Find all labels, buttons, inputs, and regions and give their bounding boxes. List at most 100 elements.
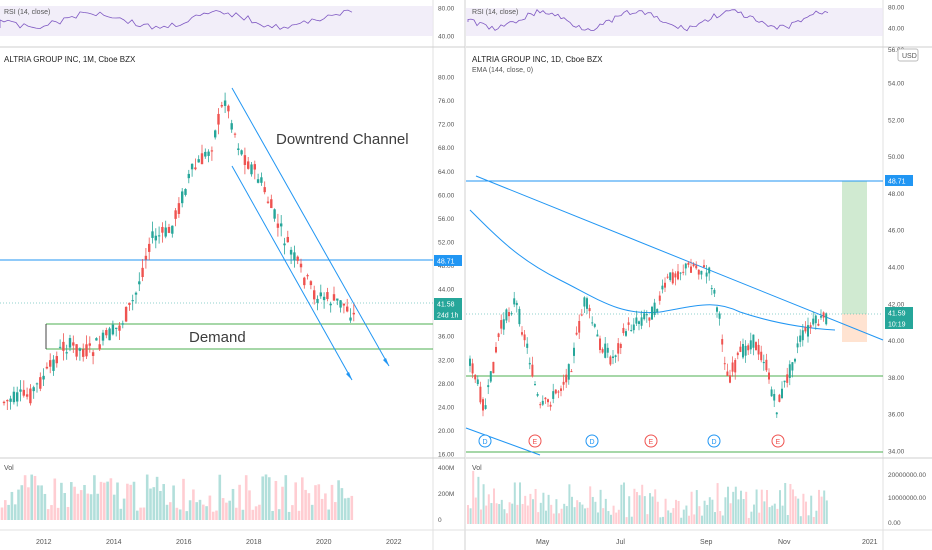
volume-bar [604, 498, 607, 524]
candle-body [609, 356, 612, 365]
volume-bar [794, 496, 797, 524]
candle-body [786, 374, 789, 383]
candle-body [739, 346, 742, 352]
channel-lower-line [231, 165, 353, 381]
currency-box[interactable] [897, 48, 919, 62]
candle-body [230, 123, 233, 130]
candle-body [560, 388, 562, 391]
volume-bar [89, 494, 93, 520]
candle-body [141, 267, 144, 278]
volume-bar [825, 500, 828, 524]
candle-body [770, 389, 773, 397]
right-price-tick: 40.00 [888, 338, 905, 345]
candle-body [625, 331, 627, 336]
candle-body [72, 342, 75, 346]
volume-bar [310, 504, 314, 520]
volume-bar [589, 486, 592, 524]
volume-bar [304, 489, 307, 520]
left-vol-tick: 200M [438, 491, 454, 498]
volume-bar [477, 476, 480, 524]
volume-bar [545, 510, 547, 524]
channel-annotation: Downtrend Channel [276, 131, 409, 148]
candle-body [515, 302, 518, 306]
volume-bar [724, 497, 727, 524]
left-price-tick: 20.00 [438, 428, 455, 435]
volume-bar [495, 503, 498, 524]
right-price-badge: 41.59 [888, 311, 906, 318]
volume-bar [508, 502, 511, 524]
channel-upper-arrow [383, 358, 389, 366]
candle-body [309, 281, 313, 286]
candle-body [762, 361, 765, 364]
volume-bar [792, 489, 794, 524]
candle-body [752, 334, 755, 348]
left-vol-tick: 0 [438, 517, 442, 524]
candle-body [266, 201, 270, 203]
candle-body [12, 391, 16, 403]
candle-body [794, 359, 796, 362]
event-marker-label: E [649, 439, 654, 446]
volume-bar [136, 510, 139, 520]
right-level-badge: 48.71 [888, 179, 906, 186]
demand-annotation: Demand [189, 329, 246, 346]
right-rsi-tick: 80.00 [888, 5, 905, 12]
volume-bar [33, 475, 37, 520]
candle-body [91, 352, 95, 356]
volume-bar [503, 509, 506, 524]
volume-bar [469, 508, 472, 524]
left-price-tick: 24.00 [438, 404, 455, 411]
right-volume-bars [467, 470, 828, 524]
candle-body [510, 313, 513, 315]
volume-bar [565, 506, 568, 524]
volume-bar [307, 493, 311, 520]
candle-body [523, 334, 526, 341]
candle-body [705, 272, 708, 277]
candle-body [326, 292, 329, 300]
volume-bar [677, 501, 680, 524]
candle-body [679, 272, 682, 274]
volume-bar [485, 505, 488, 524]
volume-bar [573, 507, 576, 524]
left-level-badge: 48.71 [437, 259, 455, 266]
candle-body [22, 389, 25, 396]
volume-bar [27, 487, 30, 520]
volume-bar [37, 485, 40, 520]
volume-bar [79, 490, 83, 520]
candle-body [273, 209, 276, 219]
left-rsi-tick: 80.00 [438, 6, 455, 13]
volume-bar [185, 511, 189, 520]
volume-bar [524, 495, 527, 524]
candle-body [95, 338, 98, 341]
volume-bar [119, 508, 123, 520]
volume-bar [675, 499, 677, 524]
volume-bar [708, 497, 711, 524]
right-time-badge-bg [885, 318, 913, 329]
volume-bar [558, 513, 560, 524]
candle-body [502, 319, 505, 330]
candle-body [716, 307, 718, 312]
volume-bar [643, 496, 646, 524]
candle-body [346, 306, 349, 312]
volume-bar [277, 509, 281, 520]
candle-body [638, 321, 640, 324]
candle-body [778, 394, 781, 402]
volume-bar [768, 507, 771, 524]
left-price-tick: 80.00 [438, 75, 455, 82]
candle-body [612, 356, 614, 359]
left-x-tick: 2014 [106, 539, 122, 546]
volume-bar [623, 482, 625, 524]
candle-body [825, 313, 828, 325]
candle-body [474, 374, 477, 380]
candle-body [812, 318, 815, 325]
volume-bar [781, 505, 784, 524]
candle-body [601, 349, 604, 353]
candle-body [313, 290, 316, 300]
volume-bar [753, 504, 755, 524]
candle-body [286, 236, 289, 243]
candle-body [664, 282, 666, 288]
right-vol-tick: 10000000.00 [888, 495, 926, 502]
candle-body [736, 352, 739, 356]
candle-body [593, 324, 596, 327]
volume-bar [568, 484, 571, 524]
volume-bar [721, 515, 724, 524]
